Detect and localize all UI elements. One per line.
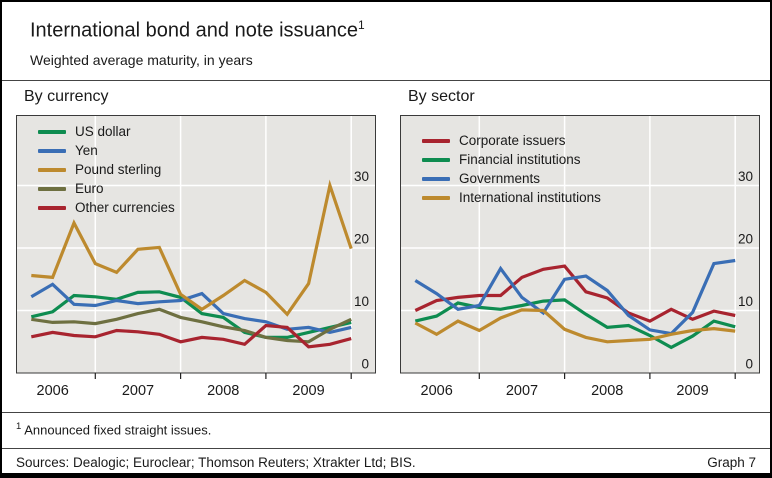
legend-swatch-icon xyxy=(422,195,450,200)
footnote-marker: 1 xyxy=(358,18,365,32)
currency-chart: 0 10 20 30 2006 2007 2008 2009 xyxy=(16,115,376,399)
legend-item-governments: Governments xyxy=(422,169,601,188)
y-axis-label: 10 xyxy=(354,294,369,309)
figure-header: International bond and note issuance1 We… xyxy=(30,13,365,68)
legend-swatch-icon xyxy=(38,167,66,172)
series-line-other-currencies xyxy=(30,323,352,349)
legend-label: Euro xyxy=(75,181,104,196)
series-line-us-dollar xyxy=(30,290,352,339)
y-axis-label: 30 xyxy=(738,169,753,184)
sources-text: Sources: Dealogic; Euroclear; Thomson Re… xyxy=(16,455,416,470)
y-axis-label: 0 xyxy=(361,357,369,372)
legend-label: Governments xyxy=(459,171,541,186)
x-axis-year-label: 2007 xyxy=(506,383,538,399)
x-axis-year-label: 2006 xyxy=(421,383,453,399)
graph-number: Graph 7 xyxy=(707,455,756,470)
figure-title-text: International bond and note issuance xyxy=(30,19,359,42)
x-axis-year-label: 2006 xyxy=(37,383,69,399)
y-axis-label: 30 xyxy=(354,169,369,184)
series-line-governments xyxy=(414,258,736,336)
currency-chart-area: 0 10 20 30 2006 2007 2008 2009 US dollar Yen Poun… xyxy=(16,115,376,407)
series-line-pound-sterling xyxy=(31,179,353,317)
sector-chart-area: 0 10 20 30 2006 2007 2008 2009 Corporate issuer… xyxy=(400,115,760,407)
series-line-financial-institutions xyxy=(414,298,736,350)
x-axis-year-label: 2007 xyxy=(122,383,154,399)
legend-swatch-icon xyxy=(38,129,66,134)
legend-swatch-icon xyxy=(422,157,450,162)
legend-label: International institutions xyxy=(459,190,601,205)
legend-item-international-institutions: International institutions xyxy=(422,188,601,207)
footnote-divider xyxy=(2,412,770,413)
legend-swatch-icon xyxy=(38,148,66,153)
x-axis-year-label: 2009 xyxy=(676,383,708,399)
x-axis-year-label: 2008 xyxy=(591,383,623,399)
header-divider xyxy=(2,80,770,81)
figure-title: International bond and note issuance1 xyxy=(30,13,365,43)
legend-item-us-dollar: US dollar xyxy=(38,122,175,141)
currency-panel: By currency 0 10 20 30 2006 2007 2008 2009 US d… xyxy=(16,88,376,407)
legend-label: Yen xyxy=(75,143,98,158)
y-axis-label: 20 xyxy=(354,232,369,247)
legend-swatch-icon xyxy=(422,138,450,143)
series-line-international-institutions xyxy=(414,308,736,344)
footnote-superscript: 1 xyxy=(16,421,22,432)
legend-item-pound-sterling: Pound sterling xyxy=(38,160,175,179)
legend-label: Corporate issuers xyxy=(459,133,566,148)
series-line-euro xyxy=(31,307,352,344)
sector-panel-title: By sector xyxy=(408,88,475,105)
legend-item-financial-institutions: Financial institutions xyxy=(422,150,601,169)
sector-panel: By sector 0 10 20 30 2006 2007 2008 2009 Corpor… xyxy=(400,88,760,407)
footnote: 1 Announced fixed straight issues. xyxy=(16,421,211,437)
figure-subtitle: Weighted average maturity, in years xyxy=(30,51,253,68)
sector-legend: Corporate issuers Financial institutions G… xyxy=(422,131,601,207)
x-axis-year-label: 2009 xyxy=(292,383,324,399)
legend-swatch-icon xyxy=(38,205,66,210)
legend-label: US dollar xyxy=(75,124,131,139)
currency-legend: US dollar Yen Pound sterling Euro Other curr… xyxy=(38,122,175,217)
legend-label: Pound sterling xyxy=(75,162,162,177)
y-axis-label: 20 xyxy=(738,232,753,247)
series-line-yen xyxy=(30,282,352,335)
currency-panel-title: By currency xyxy=(24,88,109,105)
legend-item-corporate-issuers: Corporate issuers xyxy=(422,131,601,150)
sector-chart: 0 10 20 30 2006 2007 2008 2009 xyxy=(400,115,760,399)
legend-label: Other currencies xyxy=(75,200,175,215)
footnote-text: Announced fixed straight issues. xyxy=(24,422,212,438)
sources-divider xyxy=(2,448,770,449)
x-axis-year-label: 2008 xyxy=(207,383,239,399)
legend-swatch-icon xyxy=(422,176,450,181)
sources-row: Sources: Dealogic; Euroclear; Thomson Re… xyxy=(16,455,756,470)
legend-swatch-icon xyxy=(38,186,66,191)
legend-label: Financial institutions xyxy=(459,152,581,167)
y-axis-label: 0 xyxy=(745,357,753,372)
legend-item-yen: Yen xyxy=(38,141,175,160)
y-axis-label: 10 xyxy=(738,294,753,309)
legend-item-other-currencies: Other currencies xyxy=(38,198,175,217)
legend-item-euro: Euro xyxy=(38,179,175,198)
